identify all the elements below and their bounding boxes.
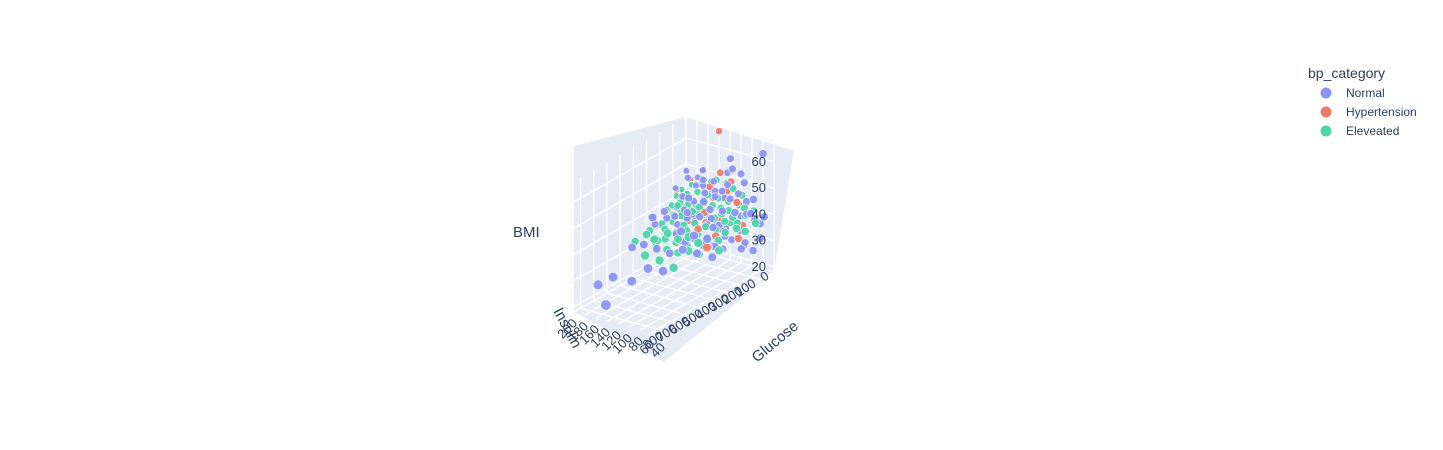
point-eleveated[interactable]: [668, 262, 679, 273]
point-normal[interactable]: [717, 187, 727, 196]
point-hypertension[interactable]: [732, 198, 742, 207]
point-eleveated[interactable]: [751, 218, 761, 228]
point-normal[interactable]: [726, 154, 735, 163]
legend-label-eleveated: Eleveated: [1346, 124, 1399, 138]
point-normal[interactable]: [749, 194, 758, 204]
point-eleveated[interactable]: [640, 250, 650, 261]
point-normal[interactable]: [707, 214, 716, 223]
gridline-glucose: [650, 138, 764, 334]
point-normal[interactable]: [692, 248, 702, 259]
tick-label-bmi: 50: [752, 180, 766, 195]
point-normal[interactable]: [700, 188, 709, 198]
point-eleveated[interactable]: [740, 227, 750, 237]
legend-title: bp_category: [1308, 65, 1385, 81]
point-normal[interactable]: [748, 246, 758, 255]
point-normal[interactable]: [723, 180, 732, 190]
point-hypertension[interactable]: [693, 224, 703, 234]
point-normal[interactable]: [652, 244, 662, 254]
point-normal[interactable]: [592, 279, 604, 291]
legend-marker-hypertension: [1320, 106, 1332, 118]
point-normal[interactable]: [746, 209, 756, 219]
point-normal[interactable]: [683, 173, 692, 182]
point-normal[interactable]: [710, 192, 720, 201]
point-normal[interactable]: [682, 167, 690, 175]
point-eleveated[interactable]: [714, 245, 724, 256]
point-normal[interactable]: [727, 164, 737, 174]
legend: bp_category Normal Hypertension Eleveate…: [1308, 65, 1417, 138]
z-axis-title: BMI: [513, 224, 540, 241]
legend-item-hypertension[interactable]: Hypertension: [1320, 105, 1417, 119]
point-normal[interactable]: [648, 212, 658, 223]
point-normal[interactable]: [709, 177, 718, 186]
point-normal[interactable]: [676, 226, 686, 237]
floor: [574, 248, 774, 362]
legend-marker-eleveated: [1320, 125, 1332, 137]
point-normal[interactable]: [698, 175, 708, 184]
tick-label-bmi: 60: [752, 154, 766, 169]
point-hypertension[interactable]: [734, 234, 743, 243]
point-normal[interactable]: [699, 197, 709, 207]
point-hypertension[interactable]: [715, 127, 723, 136]
point-normal[interactable]: [600, 299, 612, 311]
point-normal[interactable]: [756, 233, 766, 243]
gridline-glucose: [595, 123, 709, 319]
gridline-glucose: [639, 135, 753, 331]
point-normal[interactable]: [671, 184, 680, 192]
point-normal[interactable]: [627, 242, 637, 252]
point-eleveated[interactable]: [654, 255, 665, 266]
point-normal[interactable]: [758, 149, 768, 159]
legend-item-normal[interactable]: Normal: [1320, 86, 1385, 100]
tick-label-bmi: 40: [752, 206, 766, 221]
point-eleveated[interactable]: [663, 228, 673, 238]
point-normal[interactable]: [692, 181, 700, 190]
legend-label-normal: Normal: [1346, 86, 1385, 100]
point-normal[interactable]: [698, 166, 707, 175]
point-eleveated[interactable]: [720, 217, 730, 226]
point-normal[interactable]: [739, 178, 749, 188]
point-hypertension[interactable]: [716, 168, 725, 177]
point-normal[interactable]: [684, 193, 694, 203]
point-normal[interactable]: [718, 206, 727, 216]
point-normal[interactable]: [702, 234, 713, 244]
data-points: [592, 127, 769, 311]
point-eleveated[interactable]: [693, 238, 704, 248]
point-normal[interactable]: [695, 212, 705, 221]
point-normal[interactable]: [689, 230, 699, 241]
legend-marker-normal: [1320, 87, 1332, 99]
point-eleveated[interactable]: [673, 201, 682, 210]
point-eleveated[interactable]: [641, 230, 651, 240]
point-normal[interactable]: [642, 263, 654, 274]
point-eleveated[interactable]: [649, 234, 659, 244]
gridline-glucose: [661, 141, 775, 337]
point-normal[interactable]: [730, 208, 740, 217]
point-normal[interactable]: [657, 266, 668, 277]
point-normal[interactable]: [626, 276, 637, 287]
point-normal[interactable]: [759, 212, 769, 222]
x-axis-title: Glucose: [749, 318, 802, 366]
point-normal[interactable]: [705, 205, 715, 214]
legend-item-eleveated[interactable]: Eleveated: [1320, 124, 1400, 138]
point-normal[interactable]: [670, 211, 680, 221]
point-normal[interactable]: [682, 208, 692, 217]
point-normal[interactable]: [607, 272, 619, 283]
point-normal[interactable]: [736, 244, 746, 254]
tick-label-bmi: 20: [752, 259, 766, 274]
point-normal[interactable]: [708, 223, 718, 232]
point-normal[interactable]: [665, 248, 675, 258]
point-normal[interactable]: [659, 207, 669, 216]
point-eleveated[interactable]: [701, 222, 710, 231]
point-normal[interactable]: [677, 245, 688, 255]
point-normal[interactable]: [639, 240, 649, 250]
point-normal[interactable]: [707, 252, 717, 262]
point-eleveated[interactable]: [693, 187, 702, 196]
point-normal[interactable]: [725, 194, 735, 204]
point-eleveated[interactable]: [720, 228, 730, 238]
point-normal[interactable]: [734, 189, 743, 199]
tick-label-bmi: 30: [752, 233, 766, 248]
point-eleveated[interactable]: [732, 223, 742, 233]
legend-label-hypertension: Hypertension: [1346, 105, 1417, 119]
point-normal[interactable]: [736, 169, 746, 179]
point-hypertension[interactable]: [702, 242, 712, 253]
